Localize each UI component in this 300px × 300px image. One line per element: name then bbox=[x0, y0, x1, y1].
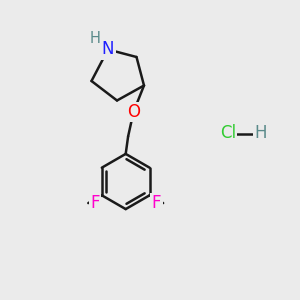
Text: F: F bbox=[152, 194, 161, 212]
Text: N: N bbox=[102, 40, 114, 58]
Text: H: H bbox=[255, 124, 267, 142]
Text: Cl: Cl bbox=[220, 124, 236, 142]
Text: O: O bbox=[127, 103, 140, 121]
Text: F: F bbox=[90, 194, 100, 212]
Text: H: H bbox=[90, 31, 101, 46]
